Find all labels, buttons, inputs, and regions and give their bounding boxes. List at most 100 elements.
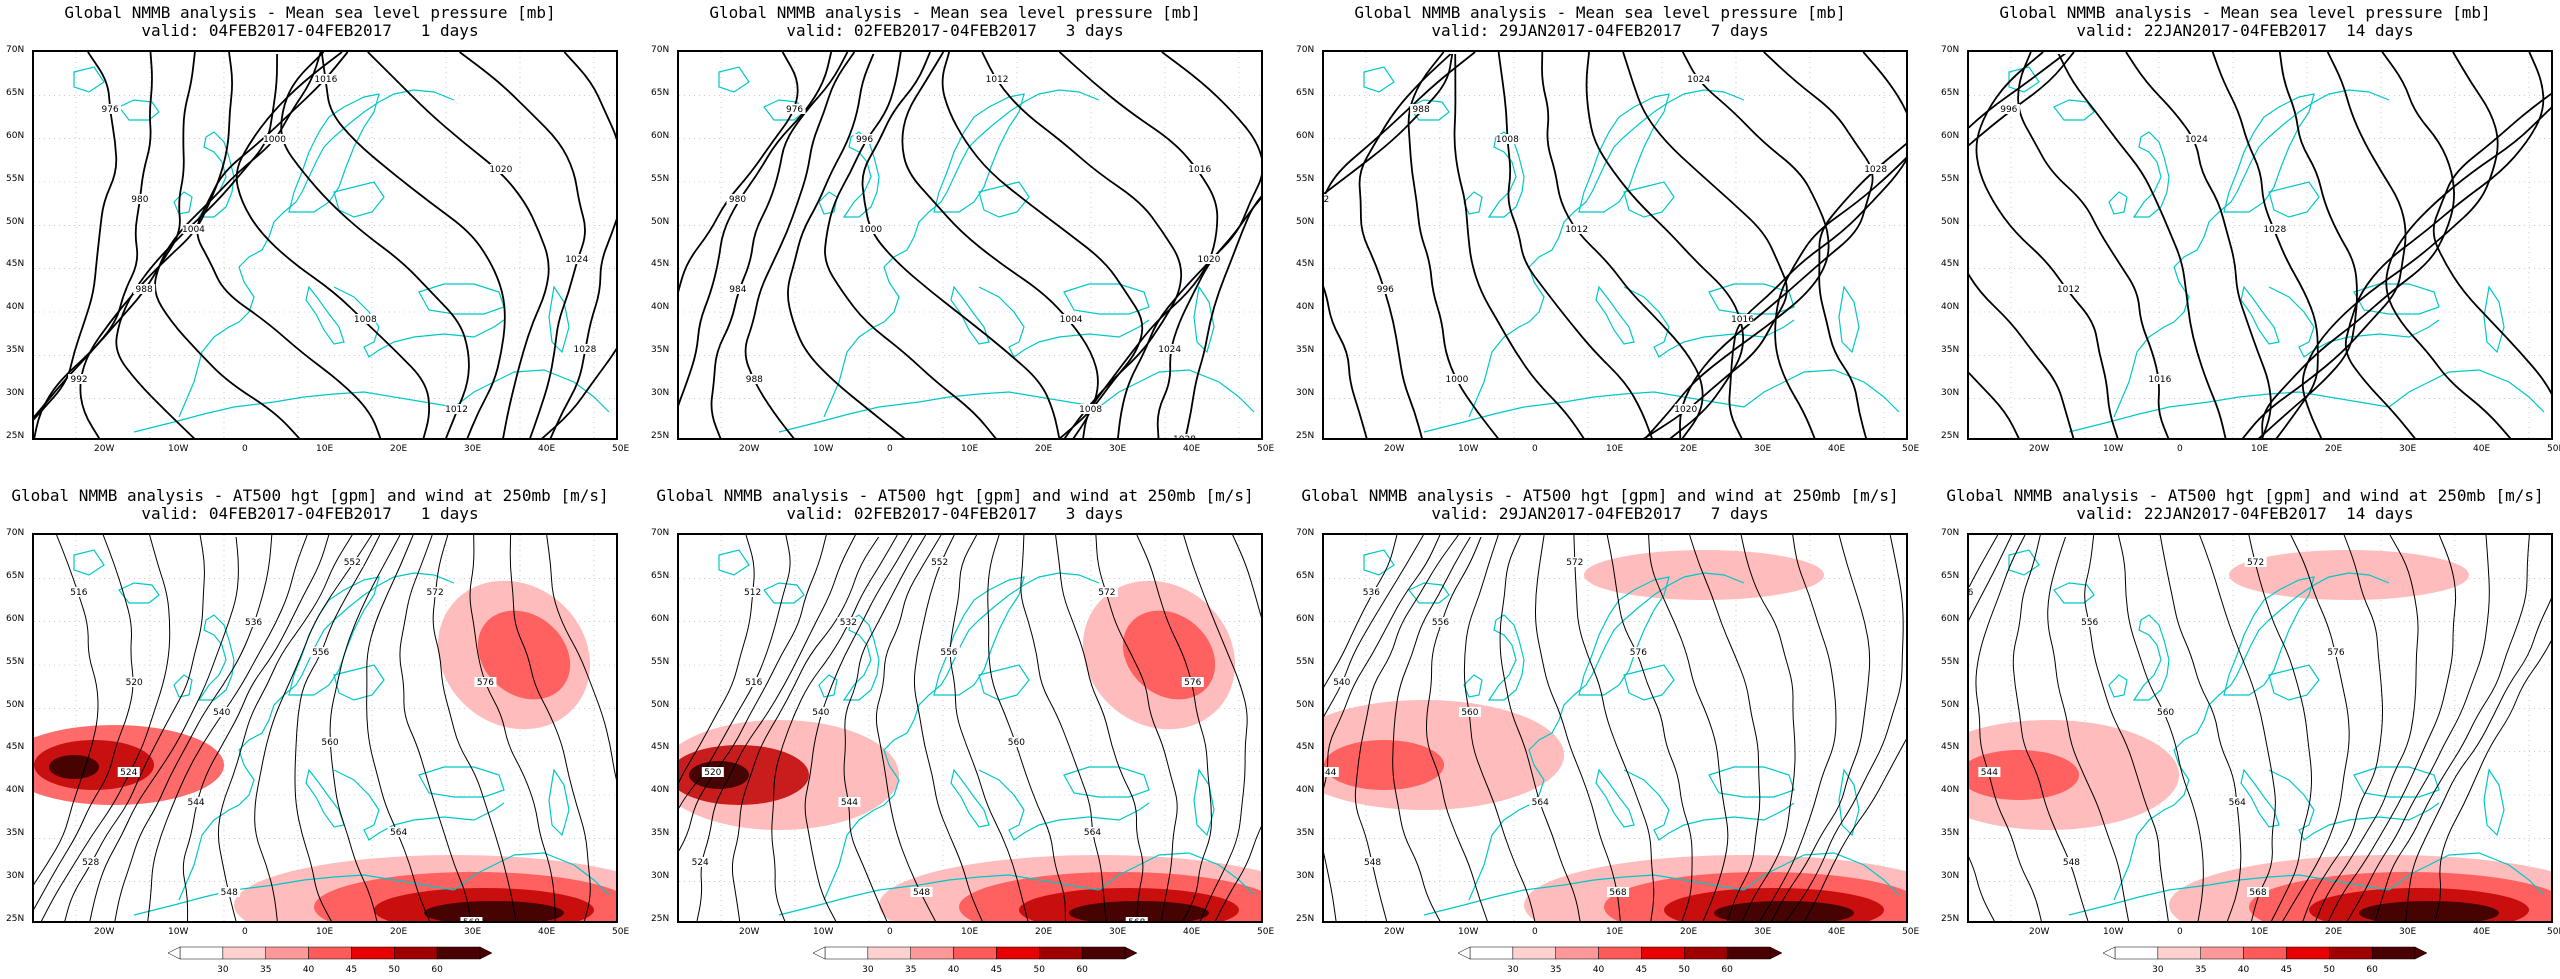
contour-label: 1028 bbox=[1173, 435, 1196, 440]
panel-title: Global NMMB analysis - Mean sea level pr… bbox=[1354, 3, 1846, 22]
contour-line bbox=[399, 535, 472, 921]
coastline bbox=[418, 283, 505, 315]
coastline bbox=[2008, 66, 2040, 93]
lat-tick-label: 30N bbox=[1941, 871, 1960, 882]
colorbar-swatch bbox=[1081, 946, 1126, 960]
lat-tick-label: 65N bbox=[651, 87, 670, 98]
colorbar-label: 45 bbox=[990, 965, 1003, 975]
lon-tick-label: 20W bbox=[739, 444, 760, 454]
contour-line bbox=[2012, 535, 2089, 921]
contour-line bbox=[541, 347, 616, 438]
contour-label: 544 bbox=[1324, 768, 1337, 778]
lon-tick-label: 10E bbox=[1606, 444, 1624, 454]
contour-line bbox=[1020, 535, 1107, 921]
panel-valid-period: valid: 29JAN2017-04FEB2017 7 days bbox=[1431, 21, 1769, 40]
coastline bbox=[2268, 181, 2320, 218]
contour-label: 976 bbox=[102, 105, 119, 115]
lon-tick-label: 20E bbox=[1680, 444, 1698, 454]
lat-tick-label: 35N bbox=[1296, 345, 1315, 356]
contour-label: 992 bbox=[866, 52, 883, 55]
contour-line bbox=[2434, 640, 2551, 921]
contour-line bbox=[34, 535, 134, 910]
map-svg: 512 516 520 524 528 532 540 544 548 552 556 560 564 5… bbox=[679, 535, 1261, 921]
lat-tick-label: 50N bbox=[1296, 216, 1315, 227]
contour-line bbox=[115, 52, 278, 438]
contour-line bbox=[147, 535, 308, 921]
coastline bbox=[2268, 769, 2440, 841]
coastline bbox=[978, 286, 1150, 358]
contour-label: 1012 bbox=[1565, 225, 1588, 235]
contour-line bbox=[2301, 52, 2499, 438]
contour-label: 540 bbox=[812, 708, 829, 718]
lat-tick-label: 35N bbox=[651, 828, 670, 839]
contour-line bbox=[1969, 535, 2013, 921]
contour-label: 1020 bbox=[1197, 255, 1220, 265]
colorbar-arrow-right bbox=[1124, 946, 1138, 960]
lon-tick-label: 30E bbox=[2399, 444, 2417, 454]
colorbar-label: 30 bbox=[2152, 965, 2164, 975]
lon-tick-label: 50E bbox=[2547, 927, 2560, 937]
contour-line bbox=[34, 52, 153, 419]
lat-tick-label: 30N bbox=[651, 388, 670, 399]
contour-label: 544 bbox=[841, 798, 858, 808]
lon-tick-label: 10E bbox=[2251, 927, 2269, 937]
contour-label: 528 bbox=[871, 535, 888, 538]
map-panel: Global NMMB analysis - Mean sea level pr… bbox=[1290, 0, 1930, 475]
wind-shading bbox=[477, 610, 571, 700]
contour-label: 1008 bbox=[354, 315, 377, 325]
colorbar-label: 40 bbox=[1592, 965, 1605, 975]
contour-label: 984 bbox=[729, 285, 746, 295]
contour-line bbox=[2125, 52, 2272, 438]
coastline bbox=[548, 285, 570, 354]
contour-line bbox=[1095, 535, 1178, 921]
contour-label: 568 bbox=[463, 918, 480, 923]
coastline bbox=[978, 769, 1150, 841]
lat-tick-label: 45N bbox=[651, 259, 670, 270]
contour-line bbox=[679, 52, 833, 407]
lon-tick-label: 10W bbox=[2103, 927, 2124, 937]
lat-tick-label: 35N bbox=[6, 828, 25, 839]
colorbar-swatch bbox=[2371, 946, 2416, 960]
lat-tick-label: 55N bbox=[651, 173, 670, 184]
contour-label: 520 bbox=[704, 768, 721, 778]
coastline bbox=[2132, 131, 2170, 218]
map-frame: 512 516 520 524 528 532 540 544 548 552 556 560 564 5… bbox=[677, 533, 1263, 923]
lon-tick-label: 50E bbox=[2547, 444, 2560, 454]
lat-tick-label: 65N bbox=[1941, 570, 1960, 581]
contour-line bbox=[696, 535, 856, 921]
colorbar-swatch bbox=[1598, 946, 1642, 960]
coastline bbox=[1408, 582, 1450, 604]
contour-line bbox=[949, 535, 1029, 921]
lat-tick-label: 25N bbox=[1941, 914, 1960, 924]
panel-title: Global NMMB analysis - AT500 hgt [gpm] a… bbox=[656, 486, 1254, 505]
coastline bbox=[978, 181, 1030, 218]
coastline bbox=[133, 874, 455, 916]
contour-line bbox=[1055, 535, 1144, 921]
contour-label: 1028 bbox=[2263, 225, 2286, 235]
contour-line bbox=[294, 535, 381, 921]
contour-line bbox=[913, 535, 983, 921]
contour-label: 540 bbox=[1333, 678, 1350, 688]
lon-tick-label: 10W bbox=[168, 444, 189, 454]
contour-label: 524 bbox=[120, 768, 137, 778]
wind-shading bbox=[1969, 750, 2079, 800]
contour-label: 560 bbox=[2157, 708, 2174, 718]
contour-line bbox=[1184, 195, 1261, 438]
lon-tick-label: 0 bbox=[887, 927, 893, 937]
coastline bbox=[1743, 369, 1900, 413]
contour-label: 1024 bbox=[1687, 75, 1710, 85]
colorbar-label: 35 bbox=[2194, 965, 2207, 975]
contour-label: 552 bbox=[1463, 535, 1480, 538]
coastline bbox=[978, 664, 1030, 701]
lat-tick-label: 65N bbox=[651, 570, 670, 581]
contour-line bbox=[1534, 535, 1621, 921]
lon-tick-label: 30E bbox=[1754, 444, 1772, 454]
contour-line bbox=[2405, 597, 2551, 921]
coastline bbox=[718, 66, 750, 93]
colorbar: 30 35 40 45 50 60 bbox=[805, 945, 1145, 979]
panel-valid-period: valid: 29JAN2017-04FEB2017 7 days bbox=[1431, 504, 1769, 523]
contour-line bbox=[2374, 535, 2530, 921]
contour-label: 1016 bbox=[1731, 315, 1754, 325]
coastline bbox=[950, 285, 990, 345]
lat-tick-label: 70N bbox=[6, 45, 25, 55]
